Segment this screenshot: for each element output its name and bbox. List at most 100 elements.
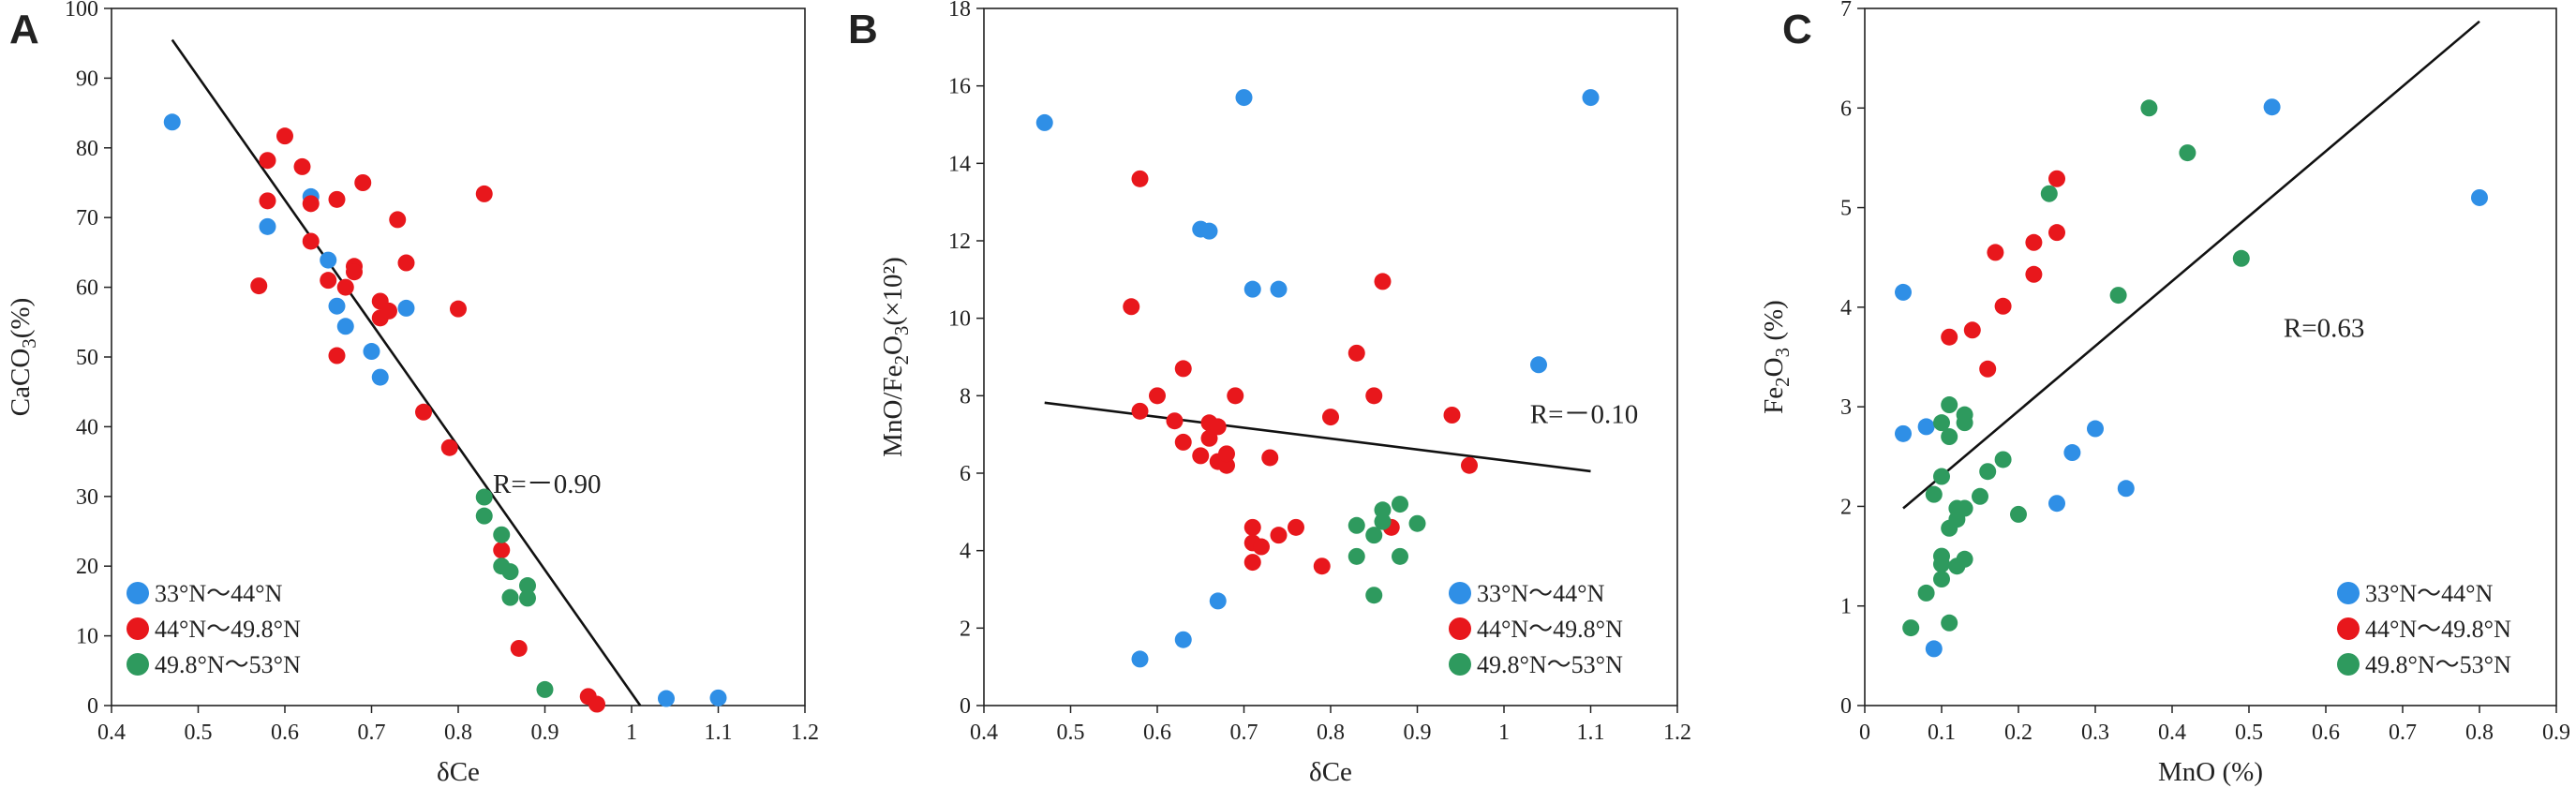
data-point [1917,584,1935,602]
y-tick-label: 10 [76,625,98,649]
data-point [2010,505,2027,523]
data-point [709,689,727,706]
x-tick-label: 0.3 [2081,721,2109,745]
y-tick-label: 1 [1840,595,1852,619]
data-point [1374,501,1392,519]
data-point [397,254,415,272]
x-tick-label: 0.5 [1057,721,1085,745]
x-tick-label: 0.4 [2158,721,2186,745]
y-tick-label: 12 [948,230,971,254]
data-point [1392,547,1408,565]
data-point [259,152,276,170]
series-3 [475,488,554,698]
data-point [1902,619,1920,637]
data-point [320,251,337,269]
data-point [1941,614,1958,632]
y-tick-label: 30 [76,485,98,510]
legend-marker [127,653,149,676]
x-tick-label: 0 [1859,721,1870,745]
y-tick-label: 5 [1840,197,1852,221]
legend: 33°N～44°N 44°N～49.8°N 49.8°N～53°N [127,580,301,678]
correlation-annotation: R=0.63 [2284,314,2364,344]
series-1 [1035,89,1600,668]
y-tick-label: 0 [960,694,971,719]
data-point [320,272,337,290]
panels: A0.4 0.5 0.6 0.7 0.8 0.9 1 1.1 1.201020304050607… [6,0,2570,787]
x-tick-label: 1.2 [1663,721,1691,745]
legend-label: 49.8°N～53°N [1477,651,1623,678]
data-point [380,302,397,320]
panel-a: A 0.4 0.5 0.6 0.7 0.8 0.9 1 1.1 1.2 0 10 20 30 40 50 60 7… [6,0,819,787]
data-point [1235,89,1253,107]
x-tick-label: 1.1 [1577,721,1605,745]
data-point [2179,144,2196,162]
data-point [1192,447,1210,465]
data-point [1348,344,1365,362]
data-point [1461,456,1478,474]
data-point [2040,185,2058,202]
data-point [1963,321,1981,339]
data-point [1443,407,1461,424]
data-point [2048,224,2065,242]
data-point [2117,480,2135,498]
legend-label: 33°N～44°N [2365,580,2494,607]
y-tick-label: 50 [76,346,98,370]
y-tick-label: 70 [76,206,98,230]
data-point [1227,387,1244,405]
data-point [1174,360,1192,378]
data-point [1408,514,1426,532]
y-tick-label: 2 [1840,495,1852,519]
data-point [1149,387,1166,405]
data-point [1925,485,1943,503]
data-point [1123,298,1140,316]
data-point [1218,445,1235,463]
legend: 33°N～44°N 44°N～49.8°N 49.8°N～53°N [2337,580,2511,678]
data-point [519,589,536,607]
data-point [1200,429,1218,447]
data-point [536,680,554,698]
legend-marker [127,617,149,640]
y-tick-label: 60 [76,276,98,301]
data-point [1131,650,1149,668]
x-tick-label: 0.9 [2542,721,2570,745]
data-point [371,368,389,386]
data-point [1365,387,1383,405]
x-tick-label: 0.4 [97,721,126,745]
data-point [397,299,415,317]
y-tick-label: 0 [1840,694,1852,719]
data-point [2140,99,2158,117]
x-tick-label: 1 [626,721,637,745]
series-1 [163,113,727,707]
y-tick-label: 8 [960,384,971,409]
plot-frame [1864,7,2557,706]
series-1 [1895,98,2488,658]
data-point [1243,518,1261,536]
data-point [328,297,346,315]
legend-marker [2337,653,2360,676]
data-point [1933,468,1950,485]
data-point [1243,554,1261,572]
data-point [1200,222,1218,240]
data-point [440,439,458,456]
data-point [1313,558,1331,575]
legend-label: 33°N～44°N [155,580,283,607]
legend-label: 33°N～44°N [1477,580,1605,607]
x-tick-label: 0.6 [271,721,299,745]
data-point [2232,249,2250,267]
data-point [354,174,372,191]
x-tick-label: 0.7 [2389,721,2417,745]
regression-line [1902,20,2480,510]
legend-marker [2337,582,2360,604]
correlation-annotation: R=－0.10 [1530,399,1638,429]
x-tick-label: 0.6 [2312,721,2340,745]
series-2 [1941,170,2065,378]
y-tick-label: 0 [87,694,98,719]
data-point [493,526,511,543]
x-tick-label: 0.7 [358,721,386,745]
legend: 33°N～44°N 44°N～49.8°N 49.8°N～53°N [1449,580,1623,678]
legend-marker [1449,582,1471,604]
data-point [1582,89,1600,107]
x-tick-label: 0.7 [1230,721,1258,745]
data-point [475,185,493,202]
